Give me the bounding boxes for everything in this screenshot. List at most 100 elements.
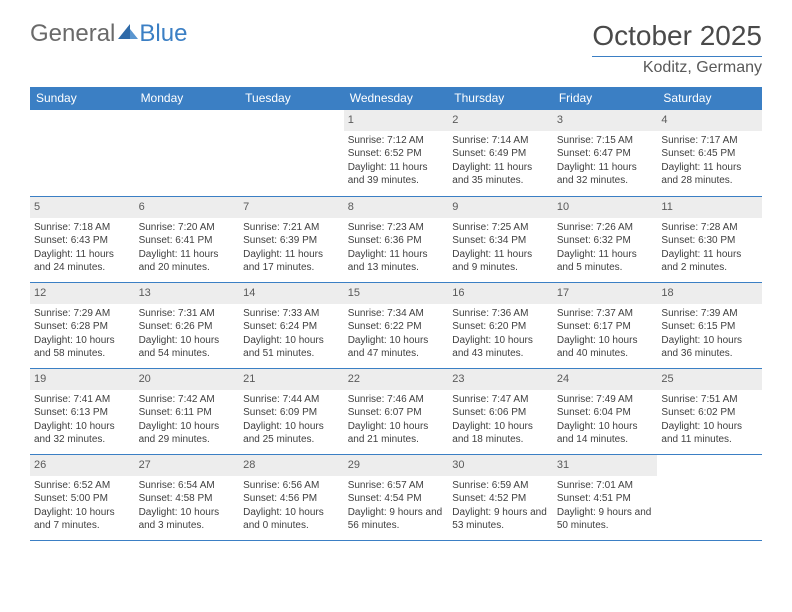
- daylight-text: Daylight: 11 hours and 32 minutes.: [557, 161, 654, 188]
- day-number: 6: [135, 197, 240, 218]
- day-cell: 5Sunrise: 7:18 AMSunset: 6:43 PMDaylight…: [30, 196, 135, 282]
- sunset-text: Sunset: 6:24 PM: [243, 320, 340, 334]
- day-number: 29: [344, 455, 449, 476]
- sunset-text: Sunset: 5:00 PM: [34, 492, 131, 506]
- daylight-text: Daylight: 10 hours and 51 minutes.: [243, 334, 340, 361]
- sunset-text: Sunset: 4:51 PM: [557, 492, 654, 506]
- day-cell: 18 Sunrise: 7:39 AMSunset: 6:15 PMDayligh…: [657, 282, 762, 368]
- sunrise-text: Sunrise: 7:33 AM: [243, 307, 340, 321]
- day-cell: 7Sunrise: 7:21 AMSunset: 6:39 PMDaylight…: [239, 196, 344, 282]
- daylight-text: Daylight: 10 hours and 54 minutes.: [139, 334, 236, 361]
- day-cell: 25Sunrise: 7:51 AMSunset: 6:02 PMDayligh…: [657, 368, 762, 454]
- brand-logo: General Blue: [30, 20, 187, 48]
- sunrise-text: Sunrise: 6:57 AM: [348, 479, 445, 493]
- daylight-text: Daylight: 9 hours and 56 minutes.: [348, 506, 445, 533]
- daylight-text: Daylight: 10 hours and 18 minutes.: [452, 420, 549, 447]
- title-block: October 2025 Koditz, Germany: [592, 20, 762, 77]
- sunset-text: Sunset: 4:54 PM: [348, 492, 445, 506]
- day-number: 14: [239, 283, 344, 304]
- sunset-text: Sunset: 6:36 PM: [348, 234, 445, 248]
- day-cell: 11Sunrise: 7:28 AMSunset: 6:30 PMDayligh…: [657, 196, 762, 282]
- sunrise-text: Sunrise: 7:23 AM: [348, 221, 445, 235]
- sunrise-text: Sunrise: 7:12 AM: [348, 134, 445, 148]
- day-number: 10: [553, 197, 658, 218]
- sunrise-text: Sunrise: 6:54 AM: [139, 479, 236, 493]
- day-number: 20: [135, 369, 240, 390]
- sunset-text: Sunset: 6:47 PM: [557, 147, 654, 161]
- day-cell: [135, 110, 240, 196]
- daylight-text: Daylight: 10 hours and 58 minutes.: [34, 334, 131, 361]
- day-number: 7: [239, 197, 344, 218]
- day-cell: 1Sunrise: 7:12 AMSunset: 6:52 PMDaylight…: [344, 110, 449, 196]
- sunrise-text: Sunrise: 7:28 AM: [661, 221, 758, 235]
- day-cell: [657, 454, 762, 540]
- sunrise-text: Sunrise: 7:29 AM: [34, 307, 131, 321]
- sunrise-text: Sunrise: 7:26 AM: [557, 221, 654, 235]
- bottom-rule: [30, 540, 762, 541]
- daylight-text: Daylight: 10 hours and 25 minutes.: [243, 420, 340, 447]
- sunset-text: Sunset: 6:39 PM: [243, 234, 340, 248]
- day-cell: 8Sunrise: 7:23 AMSunset: 6:36 PMDaylight…: [344, 196, 449, 282]
- sunrise-text: Sunrise: 7:44 AM: [243, 393, 340, 407]
- sunrise-text: Sunrise: 7:39 AM: [661, 307, 758, 321]
- sunrise-text: Sunrise: 7:34 AM: [348, 307, 445, 321]
- day-number: 16: [448, 283, 553, 304]
- day-cell: 17Sunrise: 7:37 AMSunset: 6:17 PMDayligh…: [553, 282, 658, 368]
- sunset-text: Sunset: 6:15 PM: [661, 320, 758, 334]
- sunrise-text: Sunrise: 7:46 AM: [348, 393, 445, 407]
- day-header-sunday: Sunday: [30, 87, 135, 110]
- sunrise-text: Sunrise: 7:42 AM: [139, 393, 236, 407]
- day-number: 8: [344, 197, 449, 218]
- daylight-text: Daylight: 11 hours and 17 minutes.: [243, 248, 340, 275]
- day-cell: [239, 110, 344, 196]
- daylight-text: Daylight: 10 hours and 43 minutes.: [452, 334, 549, 361]
- daylight-text: Daylight: 10 hours and 7 minutes.: [34, 506, 131, 533]
- day-number: 3: [553, 110, 658, 131]
- daylight-text: Daylight: 10 hours and 21 minutes.: [348, 420, 445, 447]
- sunset-text: Sunset: 6:20 PM: [452, 320, 549, 334]
- daylight-text: Daylight: 11 hours and 39 minutes.: [348, 161, 445, 188]
- sunset-text: Sunset: 6:09 PM: [243, 406, 340, 420]
- month-title: October 2025: [592, 20, 762, 52]
- day-cell: 24Sunrise: 7:49 AMSunset: 6:04 PMDayligh…: [553, 368, 658, 454]
- day-cell: 16Sunrise: 7:36 AMSunset: 6:20 PMDayligh…: [448, 282, 553, 368]
- day-cell: 23Sunrise: 7:47 AMSunset: 6:06 PMDayligh…: [448, 368, 553, 454]
- sunset-text: Sunset: 6:28 PM: [34, 320, 131, 334]
- daylight-text: Daylight: 10 hours and 11 minutes.: [661, 420, 758, 447]
- day-number: 22: [344, 369, 449, 390]
- daylight-text: Daylight: 10 hours and 0 minutes.: [243, 506, 340, 533]
- day-number: 24: [553, 369, 658, 390]
- daylight-text: Daylight: 10 hours and 36 minutes.: [661, 334, 758, 361]
- day-number: 18: [657, 283, 762, 304]
- day-header-saturday: Saturday: [657, 87, 762, 110]
- day-cell: 14 Sunrise: 7:33 AMSunset: 6:24 PMDayligh…: [239, 282, 344, 368]
- day-header-tuesday: Tuesday: [239, 87, 344, 110]
- sunrise-text: Sunrise: 7:20 AM: [139, 221, 236, 235]
- sunrise-text: Sunrise: 7:17 AM: [661, 134, 758, 148]
- location-label: Koditz, Germany: [592, 56, 762, 77]
- page-header: General Blue October 2025 Koditz, German…: [0, 0, 792, 87]
- day-number: 31: [553, 455, 658, 476]
- day-cell: 19Sunrise: 7:41 AMSunset: 6:13 PMDayligh…: [30, 368, 135, 454]
- day-cell: 2Sunrise: 7:14 AMSunset: 6:49 PMDaylight…: [448, 110, 553, 196]
- day-cell: 4Sunrise: 7:17 AMSunset: 6:45 PMDaylight…: [657, 110, 762, 196]
- brand-part-1: General: [30, 20, 115, 48]
- sunset-text: Sunset: 6:43 PM: [34, 234, 131, 248]
- day-cell: 3 Sunrise: 7:15 AMSunset: 6:47 PMDaylight…: [553, 110, 658, 196]
- sunrise-text: Sunrise: 7:18 AM: [34, 221, 131, 235]
- daylight-text: Daylight: 11 hours and 35 minutes.: [452, 161, 549, 188]
- sunset-text: Sunset: 6:26 PM: [139, 320, 236, 334]
- calendar-grid: SundayMondayTuesdayWednesdayThursdayFrid…: [30, 87, 762, 540]
- daylight-text: Daylight: 11 hours and 28 minutes.: [661, 161, 758, 188]
- sunset-text: Sunset: 6:30 PM: [661, 234, 758, 248]
- sunset-text: Sunset: 4:56 PM: [243, 492, 340, 506]
- sunrise-text: Sunrise: 6:56 AM: [243, 479, 340, 493]
- sunset-text: Sunset: 6:45 PM: [661, 147, 758, 161]
- daylight-text: Daylight: 11 hours and 5 minutes.: [557, 248, 654, 275]
- sunrise-text: Sunrise: 7:15 AM: [557, 134, 654, 148]
- sunset-text: Sunset: 6:52 PM: [348, 147, 445, 161]
- daylight-text: Daylight: 10 hours and 32 minutes.: [34, 420, 131, 447]
- daylight-text: Daylight: 11 hours and 24 minutes.: [34, 248, 131, 275]
- day-cell: 30Sunrise: 6:59 AMSunset: 4:52 PMDayligh…: [448, 454, 553, 540]
- sunset-text: Sunset: 6:13 PM: [34, 406, 131, 420]
